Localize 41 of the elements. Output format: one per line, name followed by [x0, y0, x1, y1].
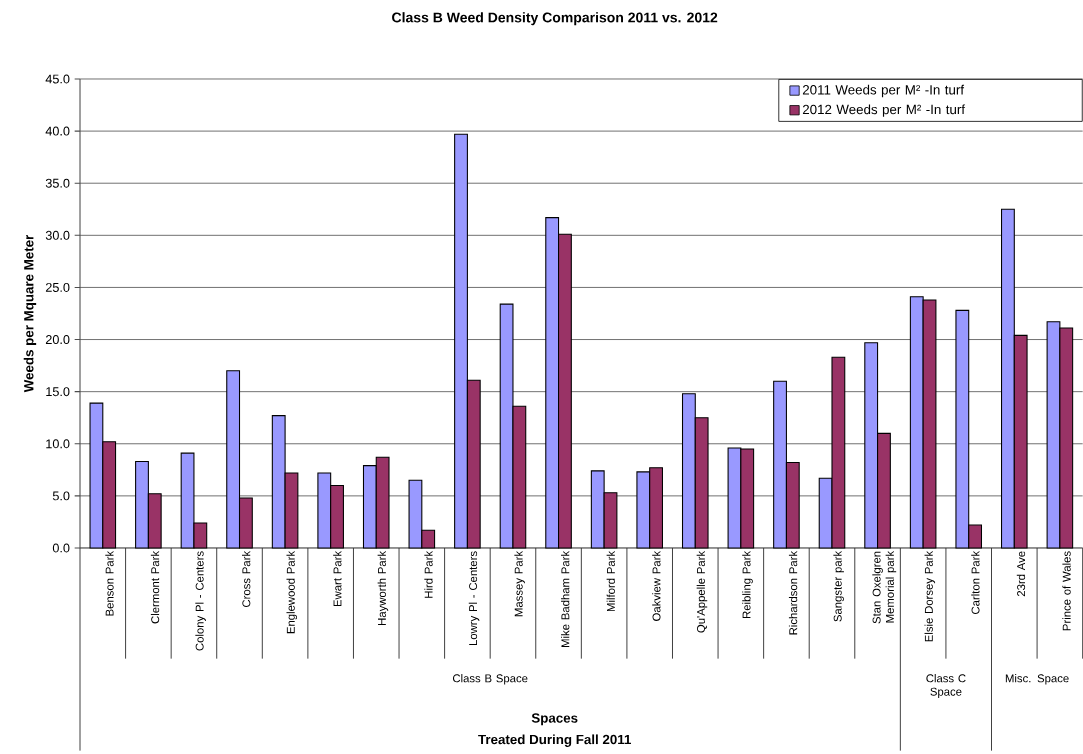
x-tick-label: Oakview Park	[652, 550, 661, 621]
x-tick-label: 23rd Ave	[1016, 551, 1026, 597]
y-tick-label: 0.0	[52, 543, 70, 553]
x-axis-title: Spaces	[531, 713, 578, 726]
y-tick-label: 30.0	[45, 230, 70, 240]
text: Misc. Space	[1005, 674, 1069, 685]
x-tick-label: Englewood Park	[286, 550, 298, 634]
y-tick-label: 15.0	[46, 387, 70, 397]
x-tick-label: Qu'Appelle Park	[696, 550, 708, 633]
y-tick-label: 45.0	[45, 74, 70, 84]
x-tick-label: Ewart Park	[333, 550, 342, 607]
x-tick-label: Stan Oxelgren Memorial park	[872, 550, 897, 624]
x-tick-label: Hayworth Park	[377, 550, 389, 625]
x-tick-label: Clermont Park	[150, 550, 160, 624]
x-tick-label: Carlton Park	[971, 550, 980, 614]
x-tick-label: Richardson Park	[788, 550, 798, 635]
x-tick-label: Lowry Pl - Centers	[468, 551, 480, 646]
text: Treated During Fall 2011	[478, 734, 631, 747]
x-tick-label: Sangster park	[833, 550, 844, 622]
y-axis-title: Weeds per Mquare Meter	[23, 234, 37, 393]
chart-title: Class B Weed Density Comparison 2011 vs. 2012	[392, 12, 718, 26]
legend-label: 2011 Weeds per M² -In turf	[802, 84, 965, 98]
x-tick-label: Colony Pl - Centers	[195, 551, 206, 651]
y-tick-label: 10.0	[46, 439, 70, 449]
legend-label: 2012 Weeds per M² -In turf	[802, 104, 966, 117]
text: Class B Space	[452, 674, 528, 685]
x-tick-label: Milford Park	[606, 550, 615, 612]
x-tick-label: Prince of Wales	[1062, 551, 1071, 631]
x-tick-label: Hird Park	[424, 550, 433, 598]
x-tick-label: Reibling Park	[742, 550, 753, 619]
x-tick-label: Benson Park	[105, 550, 114, 616]
y-tick-label: 20.0	[45, 335, 70, 345]
x-tick-label: Elsie Dorsey Park	[924, 550, 936, 642]
y-tick-label: 25.0	[45, 282, 70, 292]
x-tick-label: Mike Badham Park	[561, 550, 570, 647]
y-tick-label: 5.0	[52, 491, 70, 501]
y-tick-label: 40.0	[45, 126, 70, 136]
y-tick-label: 35.0	[45, 178, 70, 188]
x-tick-label: Cross Park	[242, 550, 251, 608]
text: Class C Space	[926, 674, 966, 698]
x-tick-label: Massey Park	[514, 550, 525, 617]
